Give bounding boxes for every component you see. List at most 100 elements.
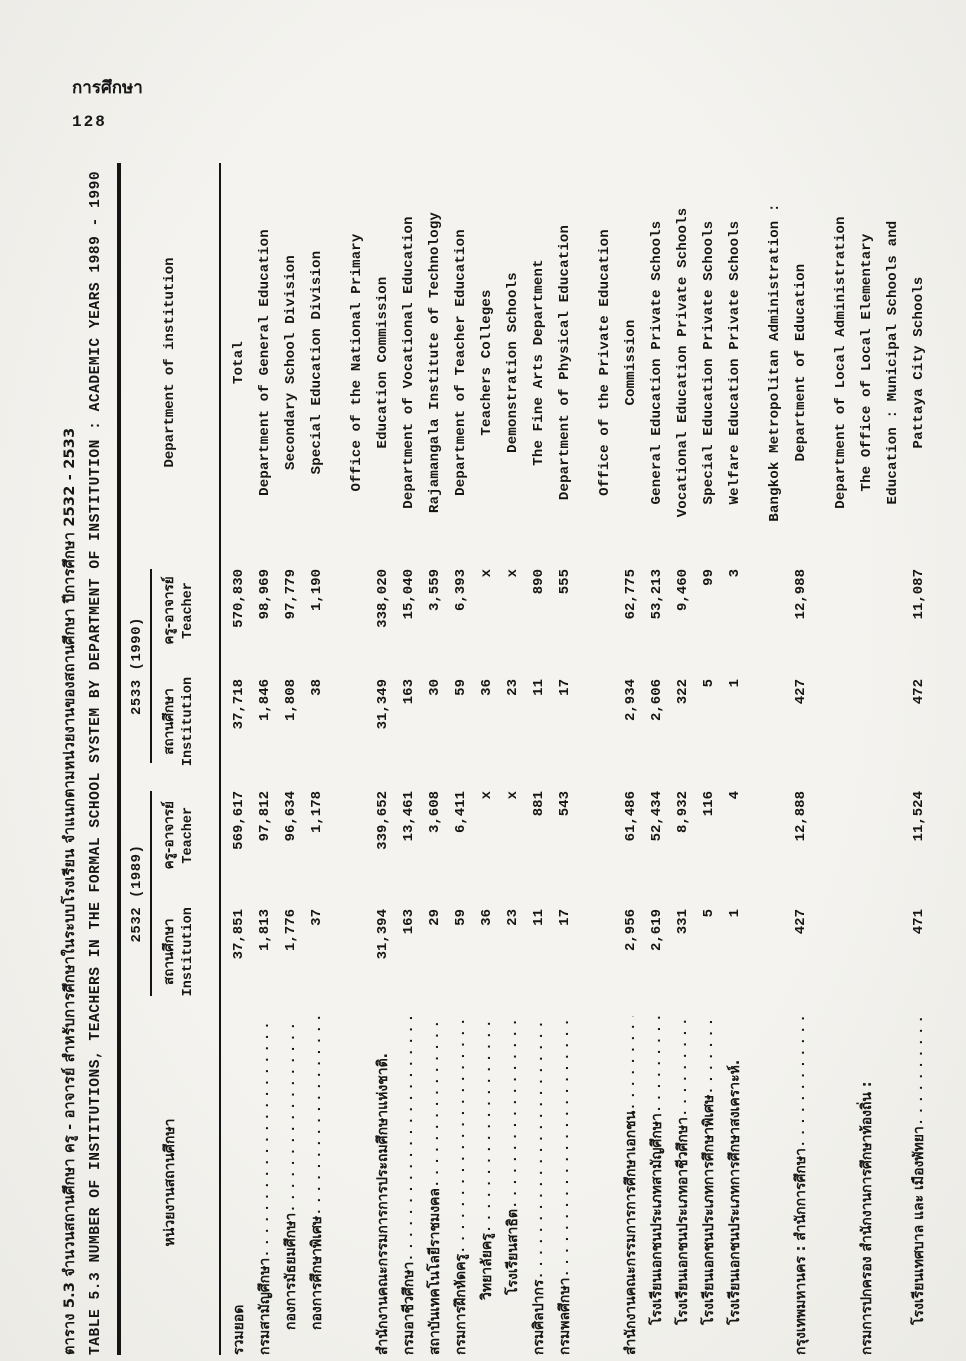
leader-dots — [344, 1016, 370, 1355]
leader-dots — [226, 1016, 252, 1305]
leader-dots — [762, 1016, 788, 1355]
thai-cell: กรมสามัญศึกษา ..........................… — [252, 1010, 278, 1355]
value-1989-teacher: 1,178 — [309, 791, 325, 834]
english-label: Office of the Private Education — [597, 229, 613, 496]
english-label: General Education Private Schools — [649, 220, 665, 505]
table-row: โรงเรียนเอกชนประเภทอาชีวศึกษา ..........… — [670, 163, 696, 1355]
table-row: กรมศิลปากร .............................… — [526, 163, 552, 1355]
header-group-1989: 2532 (1989) สถานศึกษา Institution ครู-อา… — [121, 777, 219, 1010]
table-row: โรงเรียนเอกชนประเภทการศึกษาพิเศษ .......… — [696, 163, 722, 1355]
value-1990-institution: 30 — [427, 679, 443, 696]
value-1989-institution: 331 — [675, 909, 691, 935]
thai-label: กรมสามัญศึกษา — [257, 1257, 273, 1355]
value-1990-institution: 427 — [793, 679, 809, 705]
value-1989-institution: 2,956 — [623, 909, 639, 952]
value-1990-institution: 37,718 — [231, 679, 247, 730]
table-header-row: หน่วยงานสถานศึกษา 2532 (1989) สถานศึกษา … — [121, 163, 219, 1355]
value-1989-institution — [762, 895, 788, 1010]
value-1989-teacher: 543 — [557, 791, 573, 817]
value-1989-teacher — [592, 777, 618, 895]
value-1989-teacher: 116 — [701, 791, 717, 817]
value-1989-teacher: 12,888 — [793, 791, 809, 842]
value-1990-teacher: 338,020 — [375, 569, 391, 628]
value-1990-teacher: 570,830 — [231, 569, 247, 628]
table-row: สถาบันเทคโนโลยีราชมงคล .................… — [422, 163, 448, 1355]
value-1989-institution: 29 — [427, 909, 443, 926]
value-1990-institution: 36 — [479, 679, 495, 696]
value-1989-teacher: 61,486 — [623, 791, 639, 842]
value-1989-teacher — [344, 777, 370, 895]
header-group-1990: 2533 (1990) สถานศึกษา Institution ครู-อา… — [121, 555, 219, 777]
header-institution-thai: สถานศึกษา — [161, 918, 177, 985]
thai-cell: กรมการฝึกหัดครู ........................… — [448, 1010, 474, 1355]
value-1990-teacher: x — [505, 569, 521, 578]
value-1989-teacher — [762, 777, 788, 895]
thai-cell: กองการมัธยมศึกษา .......................… — [278, 1010, 304, 1355]
thai-cell: โรงเรียนเอกชนประเภทการศึกษาพิเศษ .......… — [696, 1010, 722, 1355]
value-1989-teacher: 339,652 — [375, 791, 391, 850]
page-corner-header: การศึกษา 128 — [72, 74, 143, 131]
table-row: กรมสามัญศึกษา ..........................… — [252, 163, 278, 1355]
row-spacer — [578, 163, 592, 1355]
thai-cell — [828, 1010, 854, 1355]
value-1989-institution: 471 — [911, 909, 927, 935]
value-1990-institution: 5 — [701, 679, 717, 688]
value-1989-teacher: 11,524 — [911, 791, 927, 842]
table-title-thai: ตาราง 5.3 จำนวนสถานศึกษา ครู - อาจารย์ ส… — [62, 427, 78, 1355]
value-1990-institution: 2,606 — [649, 679, 665, 722]
english-label: Special Education Private Schools — [701, 220, 717, 505]
value-1990-institution — [854, 665, 880, 777]
thai-label: กรมศิลปากร — [531, 1279, 547, 1355]
english-label: Department of Teacher Education — [453, 229, 469, 496]
leader-dots — [880, 1016, 906, 1355]
thai-cell: สถาบันเทคโนโลยีราชมงคล .................… — [422, 1010, 448, 1355]
table-header-rule — [219, 163, 221, 1355]
value-1989-teacher: 569,617 — [231, 791, 247, 850]
thai-cell: โรงเรียนเอกชนประเภทการศึกษาสงเคราะห์. — [722, 1010, 748, 1355]
thai-cell — [880, 1010, 906, 1355]
table-row: Education : Municipal Schools and — [880, 163, 906, 1355]
table-row: โรงเรียนเอกชนประเภทการศึกษาสงเคราะห์. 1 … — [722, 163, 748, 1355]
english-label: Pattaya City Schools — [911, 276, 927, 449]
header-institution-eng: Institution — [181, 676, 196, 767]
thai-label: รวมยอด — [231, 1304, 247, 1355]
value-1990-teacher — [854, 555, 880, 665]
thai-label: โรงเรียนเอกชนประเภทการศึกษาพิเศษ — [701, 1094, 717, 1325]
header-teacher-thai: ครู-อาจารย์ — [161, 576, 177, 645]
leader-dots: ........................................… — [670, 1016, 696, 1117]
table-row: Department of Local Administration — [828, 163, 854, 1355]
header-teacher-thai: ครู-อาจารย์ — [161, 801, 177, 870]
value-1989-institution — [344, 895, 370, 1010]
value-1989-teacher: x — [505, 791, 521, 800]
value-1990-institution — [762, 665, 788, 777]
page-number: 128 — [72, 113, 107, 131]
leader-dots: ........................................… — [252, 1016, 278, 1258]
value-1990-teacher: 3 — [727, 569, 743, 578]
leader-dots: ........................................… — [422, 1016, 448, 1188]
leader-dots: ........................................… — [448, 1016, 474, 1254]
english-label: Education : Municipal Schools and — [885, 220, 901, 505]
value-1990-institution — [828, 665, 854, 777]
header-teacher-eng: Teacher — [181, 806, 196, 864]
english-label: Department of Education — [793, 263, 809, 462]
thai-cell: โรงเรียนสาธิต ..........................… — [500, 1010, 526, 1355]
table-row: กองการมัธยมศึกษา .......................… — [278, 163, 304, 1355]
value-1990-teacher: x — [479, 569, 495, 578]
english-label: Special Education Division — [309, 250, 325, 475]
english-label: Department of Vocational Education — [401, 216, 417, 509]
english-label: The Office of Local Elementary — [859, 233, 875, 492]
english-label: Commission — [623, 319, 639, 406]
rotated-table-content: ตาราง 5.3 จำนวนสถานศึกษา ครู - อาจารย์ ส… — [58, 163, 958, 1355]
value-1989-institution: 2,619 — [649, 909, 665, 952]
value-1989-teacher: 8,932 — [675, 791, 691, 834]
thai-cell — [592, 1010, 618, 1355]
value-1989-teacher: 6,411 — [453, 791, 469, 834]
thai-label: กรมพลศึกษา — [557, 1277, 573, 1356]
leader-dots: ........................................… — [278, 1016, 304, 1213]
header-teacher-1989: ครู-อาจารย์ Teacher — [156, 777, 219, 894]
thai-label: กองการศึกษาพิเศษ — [309, 1215, 325, 1330]
table-row: กรุงเทพมหานคร : สำนักการศึกษา ..........… — [788, 163, 814, 1355]
header-group-underline — [150, 791, 152, 996]
leader-dots: ........................................… — [906, 1016, 932, 1126]
value-1990-teacher — [828, 555, 854, 665]
